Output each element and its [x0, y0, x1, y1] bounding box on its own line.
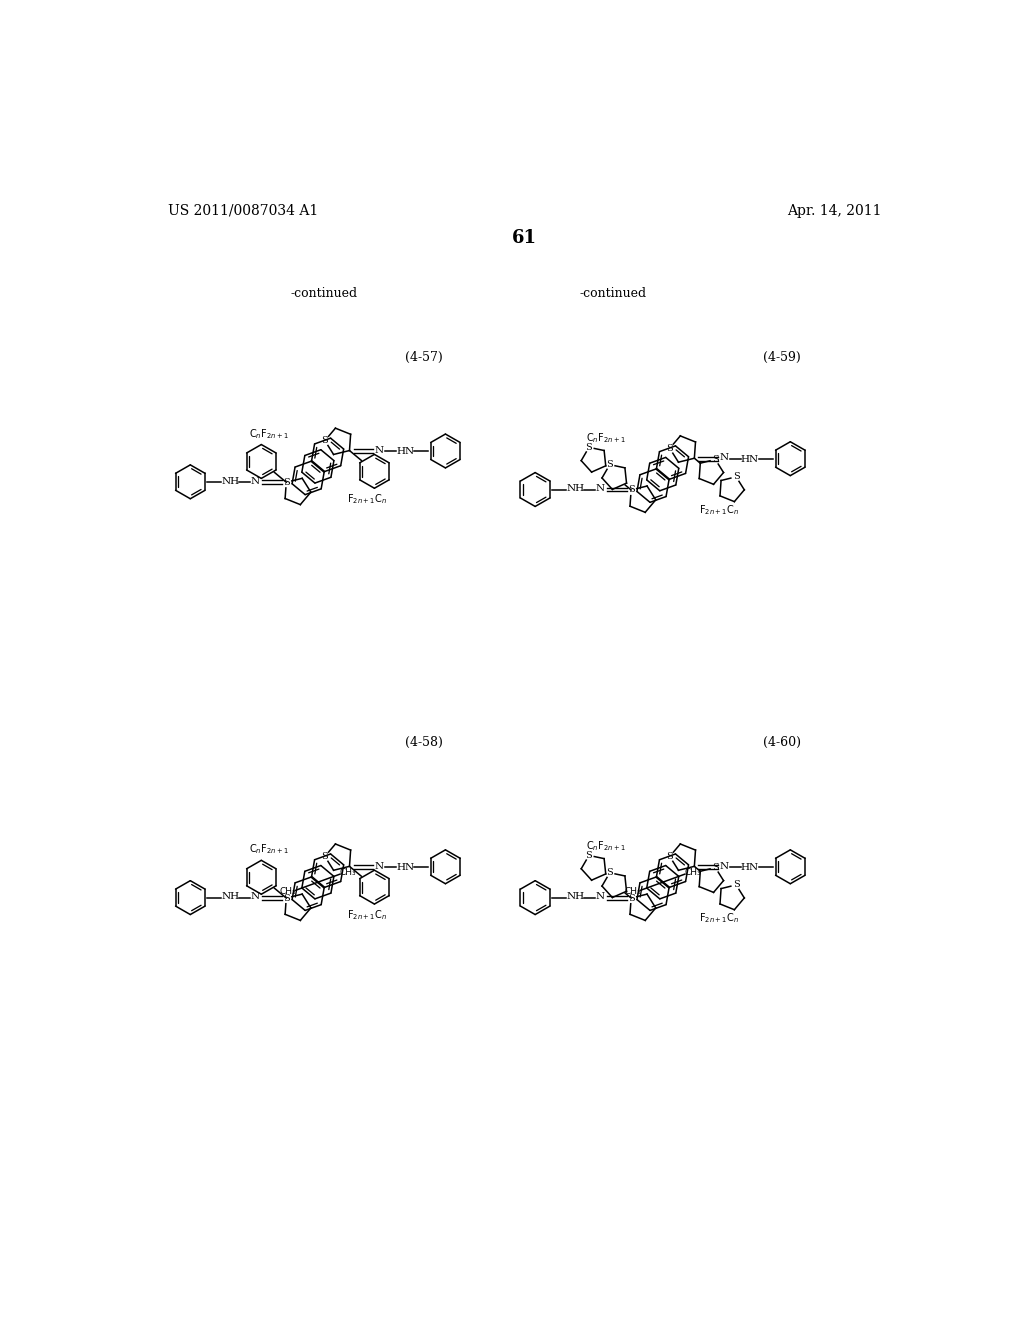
Text: NH: NH [221, 477, 240, 486]
Text: -continued: -continued [580, 286, 647, 300]
Text: C$_n$F$_{2n+1}$: C$_n$F$_{2n+1}$ [249, 842, 289, 857]
Text: (4-57): (4-57) [406, 351, 443, 363]
Text: N: N [596, 892, 605, 902]
Text: CH₃: CH₃ [684, 869, 701, 876]
Text: N: N [375, 446, 384, 454]
Text: S: S [283, 478, 290, 487]
Text: NH: NH [221, 892, 240, 902]
Text: S: S [712, 863, 719, 873]
Text: F$_{2n+1}$C$_n$: F$_{2n+1}$C$_n$ [346, 492, 387, 506]
Text: CH₃: CH₃ [280, 887, 296, 896]
Text: C$_n$F$_{2n+1}$: C$_n$F$_{2n+1}$ [586, 430, 626, 445]
Text: S: S [628, 894, 635, 903]
Text: CH₃: CH₃ [625, 887, 641, 896]
Text: N: N [596, 484, 605, 494]
Text: S: S [322, 436, 329, 445]
Text: S: S [628, 486, 635, 495]
Text: S: S [712, 455, 719, 463]
Text: N: N [251, 477, 260, 486]
Text: F$_{2n+1}$C$_n$: F$_{2n+1}$C$_n$ [699, 504, 739, 517]
Text: S: S [606, 461, 613, 469]
Text: N: N [375, 862, 384, 870]
Text: N: N [251, 892, 260, 902]
Text: F$_{2n+1}$C$_n$: F$_{2n+1}$C$_n$ [346, 908, 387, 921]
Text: -continued: -continued [291, 286, 357, 300]
Text: (4-58): (4-58) [406, 735, 443, 748]
Text: S: S [586, 851, 592, 859]
Text: US 2011/0087034 A1: US 2011/0087034 A1 [168, 203, 318, 218]
Text: S: S [733, 880, 739, 890]
Text: HN: HN [741, 455, 759, 463]
Text: S: S [667, 444, 673, 453]
Text: (4-59): (4-59) [764, 351, 801, 363]
Text: N: N [720, 862, 729, 870]
Text: S: S [586, 442, 592, 451]
Text: (4-60): (4-60) [764, 735, 802, 748]
Text: C$_n$F$_{2n+1}$: C$_n$F$_{2n+1}$ [586, 840, 626, 853]
Text: 61: 61 [512, 228, 538, 247]
Text: NH: NH [566, 892, 585, 902]
Text: S: S [733, 473, 739, 482]
Text: S: S [322, 851, 329, 861]
Text: S: S [283, 894, 290, 903]
Text: F$_{2n+1}$C$_n$: F$_{2n+1}$C$_n$ [699, 912, 739, 925]
Text: S: S [606, 869, 613, 878]
Text: HN: HN [396, 863, 414, 873]
Text: N: N [720, 453, 729, 462]
Text: Apr. 14, 2011: Apr. 14, 2011 [786, 203, 882, 218]
Text: CH₃: CH₃ [340, 869, 356, 876]
Text: HN: HN [741, 863, 759, 873]
Text: S: S [667, 851, 673, 861]
Text: HN: HN [396, 447, 414, 457]
Text: NH: NH [566, 484, 585, 494]
Text: C$_n$F$_{2n+1}$: C$_n$F$_{2n+1}$ [249, 426, 289, 441]
